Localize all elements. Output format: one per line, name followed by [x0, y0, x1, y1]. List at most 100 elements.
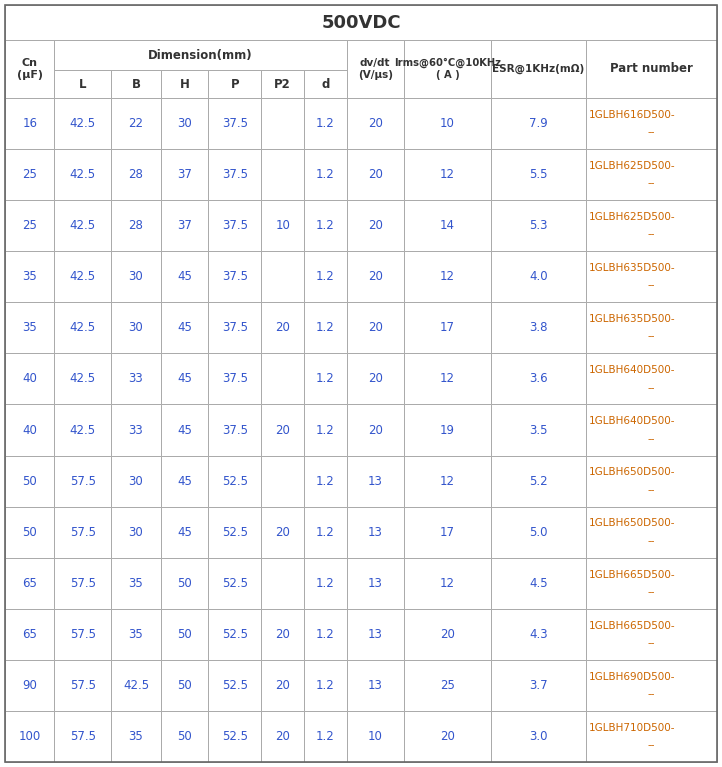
- Text: 45: 45: [177, 373, 192, 386]
- Text: 3.6: 3.6: [529, 373, 548, 386]
- Text: 1GLBH650D500-: 1GLBH650D500-: [589, 467, 676, 477]
- Text: Cn
(μF): Cn (μF): [17, 58, 43, 80]
- Bar: [304, 302, 347, 354]
- Text: 4.5: 4.5: [529, 577, 548, 590]
- Text: 4.3: 4.3: [529, 628, 548, 640]
- Text: 13: 13: [367, 679, 383, 692]
- Bar: [161, 354, 208, 404]
- Bar: [54, 200, 111, 252]
- Bar: [491, 660, 586, 711]
- Bar: [54, 404, 111, 456]
- Bar: [261, 660, 304, 711]
- Text: 30: 30: [129, 475, 144, 488]
- Bar: [54, 558, 111, 609]
- Text: 12: 12: [440, 373, 455, 386]
- Text: 30: 30: [129, 270, 144, 283]
- Text: 1GLBH690D500-: 1GLBH690D500-: [589, 672, 676, 682]
- Text: 1.2: 1.2: [316, 423, 335, 436]
- Text: 100: 100: [19, 730, 41, 743]
- Bar: [161, 456, 208, 507]
- Text: 1.2: 1.2: [316, 117, 335, 130]
- Bar: [54, 302, 111, 354]
- Bar: [261, 404, 304, 456]
- Bar: [491, 302, 586, 354]
- Text: 17: 17: [440, 321, 455, 334]
- Bar: [347, 660, 404, 711]
- Text: 1GLBH650D500-: 1GLBH650D500-: [589, 518, 676, 528]
- Text: 35: 35: [129, 577, 144, 590]
- Bar: [111, 98, 161, 149]
- Text: 10: 10: [275, 219, 290, 232]
- Bar: [111, 70, 161, 98]
- Text: 1.2: 1.2: [316, 475, 335, 488]
- Text: 52.5: 52.5: [222, 577, 248, 590]
- Bar: [261, 200, 304, 252]
- Text: 57.5: 57.5: [70, 679, 96, 692]
- Text: 25: 25: [22, 219, 37, 232]
- Bar: [586, 252, 717, 302]
- Bar: [161, 404, 208, 456]
- Bar: [54, 252, 111, 302]
- Text: 90: 90: [22, 679, 37, 692]
- Bar: [404, 354, 491, 404]
- Bar: [586, 404, 717, 456]
- Text: 50: 50: [177, 577, 192, 590]
- Text: 45: 45: [177, 270, 192, 283]
- Text: 37.5: 37.5: [222, 219, 248, 232]
- Text: P: P: [230, 77, 239, 91]
- Text: 3.8: 3.8: [529, 321, 548, 334]
- Bar: [208, 302, 261, 354]
- Bar: [161, 302, 208, 354]
- Text: 5.0: 5.0: [529, 525, 548, 538]
- Text: --: --: [648, 740, 656, 750]
- Bar: [54, 711, 111, 762]
- Text: 35: 35: [22, 321, 37, 334]
- Text: 1.2: 1.2: [316, 373, 335, 386]
- Bar: [491, 456, 586, 507]
- Bar: [586, 302, 717, 354]
- Bar: [5, 404, 54, 456]
- Bar: [304, 456, 347, 507]
- Bar: [261, 456, 304, 507]
- Bar: [586, 507, 717, 558]
- Bar: [491, 558, 586, 609]
- Text: 12: 12: [440, 168, 455, 181]
- Text: 13: 13: [367, 525, 383, 538]
- Bar: [347, 456, 404, 507]
- Text: 1GLBH710D500-: 1GLBH710D500-: [589, 723, 676, 732]
- Text: 57.5: 57.5: [70, 730, 96, 743]
- Text: d: d: [321, 77, 329, 91]
- Text: 1.2: 1.2: [316, 219, 335, 232]
- Bar: [304, 98, 347, 149]
- Text: 50: 50: [177, 730, 192, 743]
- Text: 37: 37: [177, 219, 192, 232]
- Bar: [347, 404, 404, 456]
- Text: 57.5: 57.5: [70, 628, 96, 640]
- Bar: [404, 609, 491, 660]
- Text: 33: 33: [129, 423, 144, 436]
- Text: 45: 45: [177, 321, 192, 334]
- Text: 37: 37: [177, 168, 192, 181]
- Bar: [261, 252, 304, 302]
- Bar: [586, 609, 717, 660]
- Bar: [304, 354, 347, 404]
- Text: 12: 12: [440, 475, 455, 488]
- Text: 20: 20: [367, 373, 383, 386]
- Text: 20: 20: [367, 423, 383, 436]
- Bar: [5, 200, 54, 252]
- Bar: [208, 660, 261, 711]
- Bar: [304, 200, 347, 252]
- Text: 42.5: 42.5: [70, 321, 96, 334]
- Text: 37.5: 37.5: [222, 168, 248, 181]
- Text: 4.0: 4.0: [529, 270, 548, 283]
- Text: --: --: [648, 689, 656, 699]
- Text: 35: 35: [129, 628, 144, 640]
- Text: 57.5: 57.5: [70, 525, 96, 538]
- Bar: [54, 507, 111, 558]
- Text: 13: 13: [367, 475, 383, 488]
- Bar: [347, 609, 404, 660]
- Text: 13: 13: [367, 628, 383, 640]
- Text: 1GLBH640D500-: 1GLBH640D500-: [589, 416, 676, 426]
- Bar: [347, 558, 404, 609]
- Text: 1.2: 1.2: [316, 321, 335, 334]
